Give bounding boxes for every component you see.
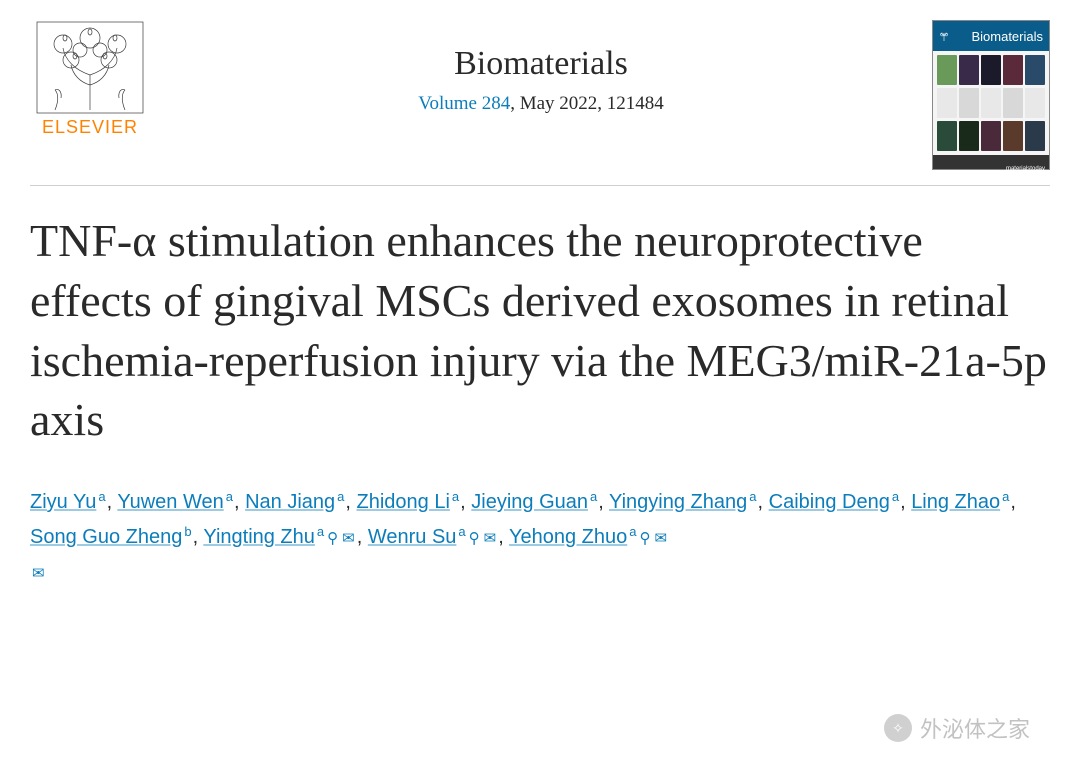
separator: , xyxy=(345,491,356,513)
author-list: Ziyu Yua, Yuwen Wena, Nan Jianga, Zhidon… xyxy=(30,485,1050,590)
author-affiliation[interactable]: a xyxy=(337,489,344,504)
author-name[interactable]: Wenru Su xyxy=(368,526,457,548)
cover-row xyxy=(937,55,1045,85)
mail-icon[interactable]: ✉ xyxy=(342,530,355,547)
issue-date: May 2022 xyxy=(520,93,598,114)
author-name[interactable]: Jieying Guan xyxy=(471,491,588,513)
author-affiliation[interactable]: b xyxy=(184,524,191,539)
journal-name[interactable]: Biomaterials xyxy=(150,45,932,83)
separator: , xyxy=(498,526,509,548)
author-affiliation[interactable]: a xyxy=(749,489,756,504)
cover-row xyxy=(937,88,1045,118)
person-icon[interactable]: ⚲ xyxy=(327,530,338,547)
cover-cell xyxy=(937,88,957,118)
journal-issue: Volume 284, May 2022, 121484 xyxy=(150,93,932,115)
separator: , xyxy=(900,491,911,513)
journal-info: Biomaterials Volume 284, May 2022, 12148… xyxy=(150,20,932,115)
separator: , xyxy=(107,491,118,513)
cover-row xyxy=(937,121,1045,151)
person-icon[interactable]: ⚲ xyxy=(469,530,480,547)
cover-cell xyxy=(959,121,979,151)
cover-cell xyxy=(981,121,1001,151)
article-header: ELSEVIER Biomaterials Volume 284, May 20… xyxy=(30,20,1050,186)
separator: , xyxy=(1010,491,1016,513)
watermark-text: 外泌体之家 xyxy=(920,712,1030,744)
cover-footer: materialstoday xyxy=(933,155,1049,169)
cover-cell xyxy=(981,55,1001,85)
elsevier-tree-icon xyxy=(35,20,145,115)
separator: , xyxy=(460,491,471,513)
separator: , xyxy=(598,491,609,513)
watermark-icon: ✧ xyxy=(884,714,912,742)
author-affiliation[interactable]: a xyxy=(629,524,636,539)
cover-cell xyxy=(937,121,957,151)
cover-header: Biomaterials xyxy=(933,21,1049,51)
watermark: ✧ 外泌体之家 xyxy=(884,712,1030,744)
cover-image-grid xyxy=(933,51,1049,155)
author-affiliation[interactable]: a xyxy=(452,489,459,504)
article-title: TNF-α stimulation enhances the neuroprot… xyxy=(30,211,1050,450)
cover-cell xyxy=(937,55,957,85)
cover-cell xyxy=(959,55,979,85)
cover-cell xyxy=(959,88,979,118)
author-affiliation[interactable]: a xyxy=(226,489,233,504)
author-affiliation[interactable]: a xyxy=(1002,489,1009,504)
mail-icon[interactable]: ✉ xyxy=(484,530,497,547)
publisher-name: ELSEVIER xyxy=(42,117,138,138)
author-name[interactable]: Zhidong Li xyxy=(357,491,450,513)
cover-cell xyxy=(1003,121,1023,151)
author-name[interactable]: Yingying Zhang xyxy=(609,491,747,513)
publisher-logo[interactable]: ELSEVIER xyxy=(30,20,150,138)
mail-icon[interactable]: ✉ xyxy=(32,565,45,582)
separator: , xyxy=(357,526,368,548)
author-name[interactable]: Yuwen Wen xyxy=(117,491,223,513)
cover-cell xyxy=(1025,121,1045,151)
cover-cell xyxy=(1025,55,1045,85)
separator: , xyxy=(193,526,204,548)
author-affiliation[interactable]: a xyxy=(98,489,105,504)
author-name[interactable]: Ling Zhao xyxy=(911,491,1000,513)
author-name[interactable]: Yehong Zhuo xyxy=(509,526,627,548)
volume-link[interactable]: Volume 284 xyxy=(418,93,510,114)
cover-cell xyxy=(1025,88,1045,118)
cover-footer-text: materialstoday xyxy=(1006,166,1045,172)
article-id: 121484 xyxy=(607,93,664,114)
author-name[interactable]: Caibing Deng xyxy=(769,491,890,513)
author-name[interactable]: Nan Jiang xyxy=(245,491,335,513)
person-icon[interactable]: ⚲ xyxy=(640,530,651,547)
author-name[interactable]: Yingting Zhu xyxy=(203,526,315,548)
cover-cell xyxy=(981,88,1001,118)
cover-title: Biomaterials xyxy=(971,29,1043,44)
cover-cell xyxy=(1003,88,1023,118)
journal-cover-thumbnail[interactable]: Biomaterials materialstoday xyxy=(932,20,1050,170)
cover-cell xyxy=(1003,55,1023,85)
author-name[interactable]: Ziyu Yu xyxy=(30,491,96,513)
mail-icon[interactable]: ✉ xyxy=(655,530,668,547)
author-affiliation[interactable]: a xyxy=(590,489,597,504)
separator: , xyxy=(234,491,245,513)
author-affiliation[interactable]: a xyxy=(892,489,899,504)
author-name[interactable]: Song Guo Zheng xyxy=(30,526,182,548)
author-affiliation[interactable]: a xyxy=(458,524,465,539)
author-affiliation[interactable]: a xyxy=(317,524,324,539)
separator: , xyxy=(758,491,769,513)
cover-tree-icon xyxy=(939,30,949,42)
